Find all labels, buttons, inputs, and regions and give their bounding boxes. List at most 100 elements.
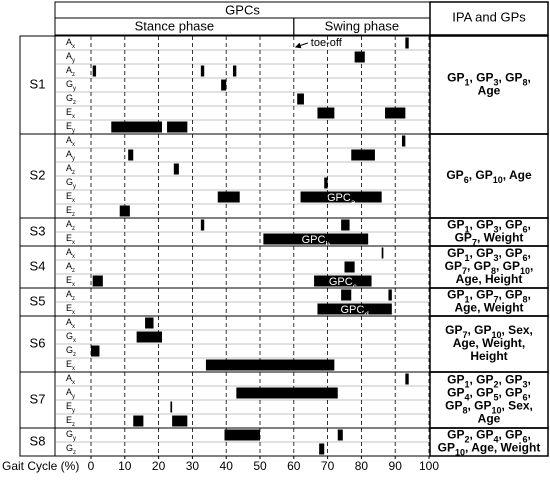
row-label: Ax — [66, 135, 75, 147]
bar — [381, 247, 384, 259]
group-name: S6 — [30, 335, 46, 350]
row-axis: z — [73, 352, 76, 358]
row-axis: x — [73, 338, 76, 344]
x-tick-label: 90 — [389, 459, 403, 473]
row-axis: z — [72, 226, 75, 232]
row-axis: x — [72, 310, 75, 316]
x-tick-label: 40 — [220, 459, 234, 473]
row-signal: E — [66, 107, 72, 117]
group-gps: GP1, GP3, GP6, — [447, 246, 531, 263]
row-signal: E — [66, 359, 72, 369]
row-signal: A — [66, 261, 72, 271]
bar — [314, 275, 372, 287]
row-label: Ez — [66, 415, 75, 427]
phase-label: Swing phase — [325, 18, 399, 33]
row-signal: A — [66, 289, 72, 299]
bar — [344, 261, 355, 273]
row-label: Ez — [66, 205, 75, 217]
group-gps: GP4, GP5, GP6, — [447, 386, 531, 403]
group-gps: Height — [470, 349, 507, 363]
row-axis: z — [73, 450, 76, 456]
row-axis: y — [72, 394, 75, 400]
row-label: Ax — [66, 37, 75, 49]
gpc-label: GPCa — [327, 192, 356, 207]
row-label: Ex — [66, 233, 75, 245]
row-axis: x — [72, 380, 75, 386]
row-label: Ay — [66, 51, 75, 63]
row-label: Ey — [66, 121, 75, 133]
bar — [337, 429, 343, 441]
gpc-sub: b — [325, 240, 330, 249]
group-name: S3 — [30, 223, 46, 238]
bar — [200, 65, 205, 77]
row-signal: A — [66, 317, 72, 327]
row-signal: G — [66, 331, 73, 341]
group-gps: GP1, GP3, GP8, — [447, 71, 531, 88]
bar — [317, 107, 335, 119]
bar — [221, 79, 227, 91]
bar — [405, 37, 409, 49]
row-signal: E — [66, 415, 72, 425]
group-gps: GP1, GP7, GP8, — [447, 288, 531, 305]
bar — [92, 65, 97, 77]
row-label: Az — [66, 289, 75, 301]
row-axis: x — [72, 366, 75, 372]
row-label: Ex — [66, 107, 75, 119]
row-signal: A — [66, 37, 72, 47]
bar — [388, 289, 392, 301]
row-signal: E — [66, 303, 72, 313]
row-label: Ax — [66, 317, 75, 329]
right-header: IPA and GPs — [452, 9, 526, 24]
group-gps: GP7, GP10, Sex, — [445, 323, 533, 340]
gpc-name: GPC — [329, 276, 353, 288]
row-signal: A — [66, 135, 72, 145]
bar — [91, 345, 100, 357]
group-gps: Age, Weight — [454, 301, 523, 315]
group-name: S2 — [30, 167, 46, 182]
row-signal: G — [66, 177, 73, 187]
group-name: S7 — [30, 391, 46, 406]
row-axis: x — [72, 282, 75, 288]
bar — [170, 401, 173, 413]
bar — [341, 219, 350, 231]
row-signal: G — [66, 93, 73, 103]
row-axis: y — [72, 128, 75, 134]
gpc-sub: d — [364, 310, 368, 319]
group-gps: Age, Height — [456, 272, 523, 286]
row-axis: z — [72, 268, 75, 274]
row-label: Ex — [66, 303, 75, 315]
group-rows-box — [54, 35, 431, 135]
row-axis: y — [72, 58, 75, 64]
bar — [92, 275, 103, 287]
row-axis: x — [72, 44, 75, 50]
row-label: Ax — [66, 373, 75, 385]
row-axis: x — [72, 324, 75, 330]
bar — [173, 163, 179, 175]
row-label: Gz — [66, 345, 76, 357]
chart-title: GPCs — [225, 2, 260, 17]
row-label: Az — [66, 261, 75, 273]
group-name: S1 — [30, 76, 46, 91]
bar — [133, 415, 144, 427]
row-axis: y — [73, 86, 76, 92]
row-label: Ay — [66, 149, 75, 161]
row-signal: A — [66, 51, 72, 61]
group-gps: GP7, Weight — [455, 231, 524, 248]
phase-label: Stance phase — [135, 18, 215, 33]
group-name: S4 — [30, 258, 46, 273]
group-gps: GP1, GP3, GP6, — [447, 218, 531, 235]
row-axis: y — [73, 184, 76, 190]
row-axis: z — [73, 100, 76, 106]
group-gps: GP8, GP10, Sex, — [445, 399, 533, 416]
group-gps: Age — [478, 84, 501, 98]
row-axis: z — [72, 170, 75, 176]
group-gps: GP10, Age, Weight — [438, 441, 541, 458]
row-label: Gz — [66, 443, 76, 455]
row-axis: x — [72, 240, 75, 246]
bar — [224, 429, 260, 441]
bar — [236, 387, 338, 399]
x-tick-label: 0 — [88, 459, 95, 473]
row-label: Ax — [66, 247, 75, 259]
bar — [111, 121, 162, 133]
